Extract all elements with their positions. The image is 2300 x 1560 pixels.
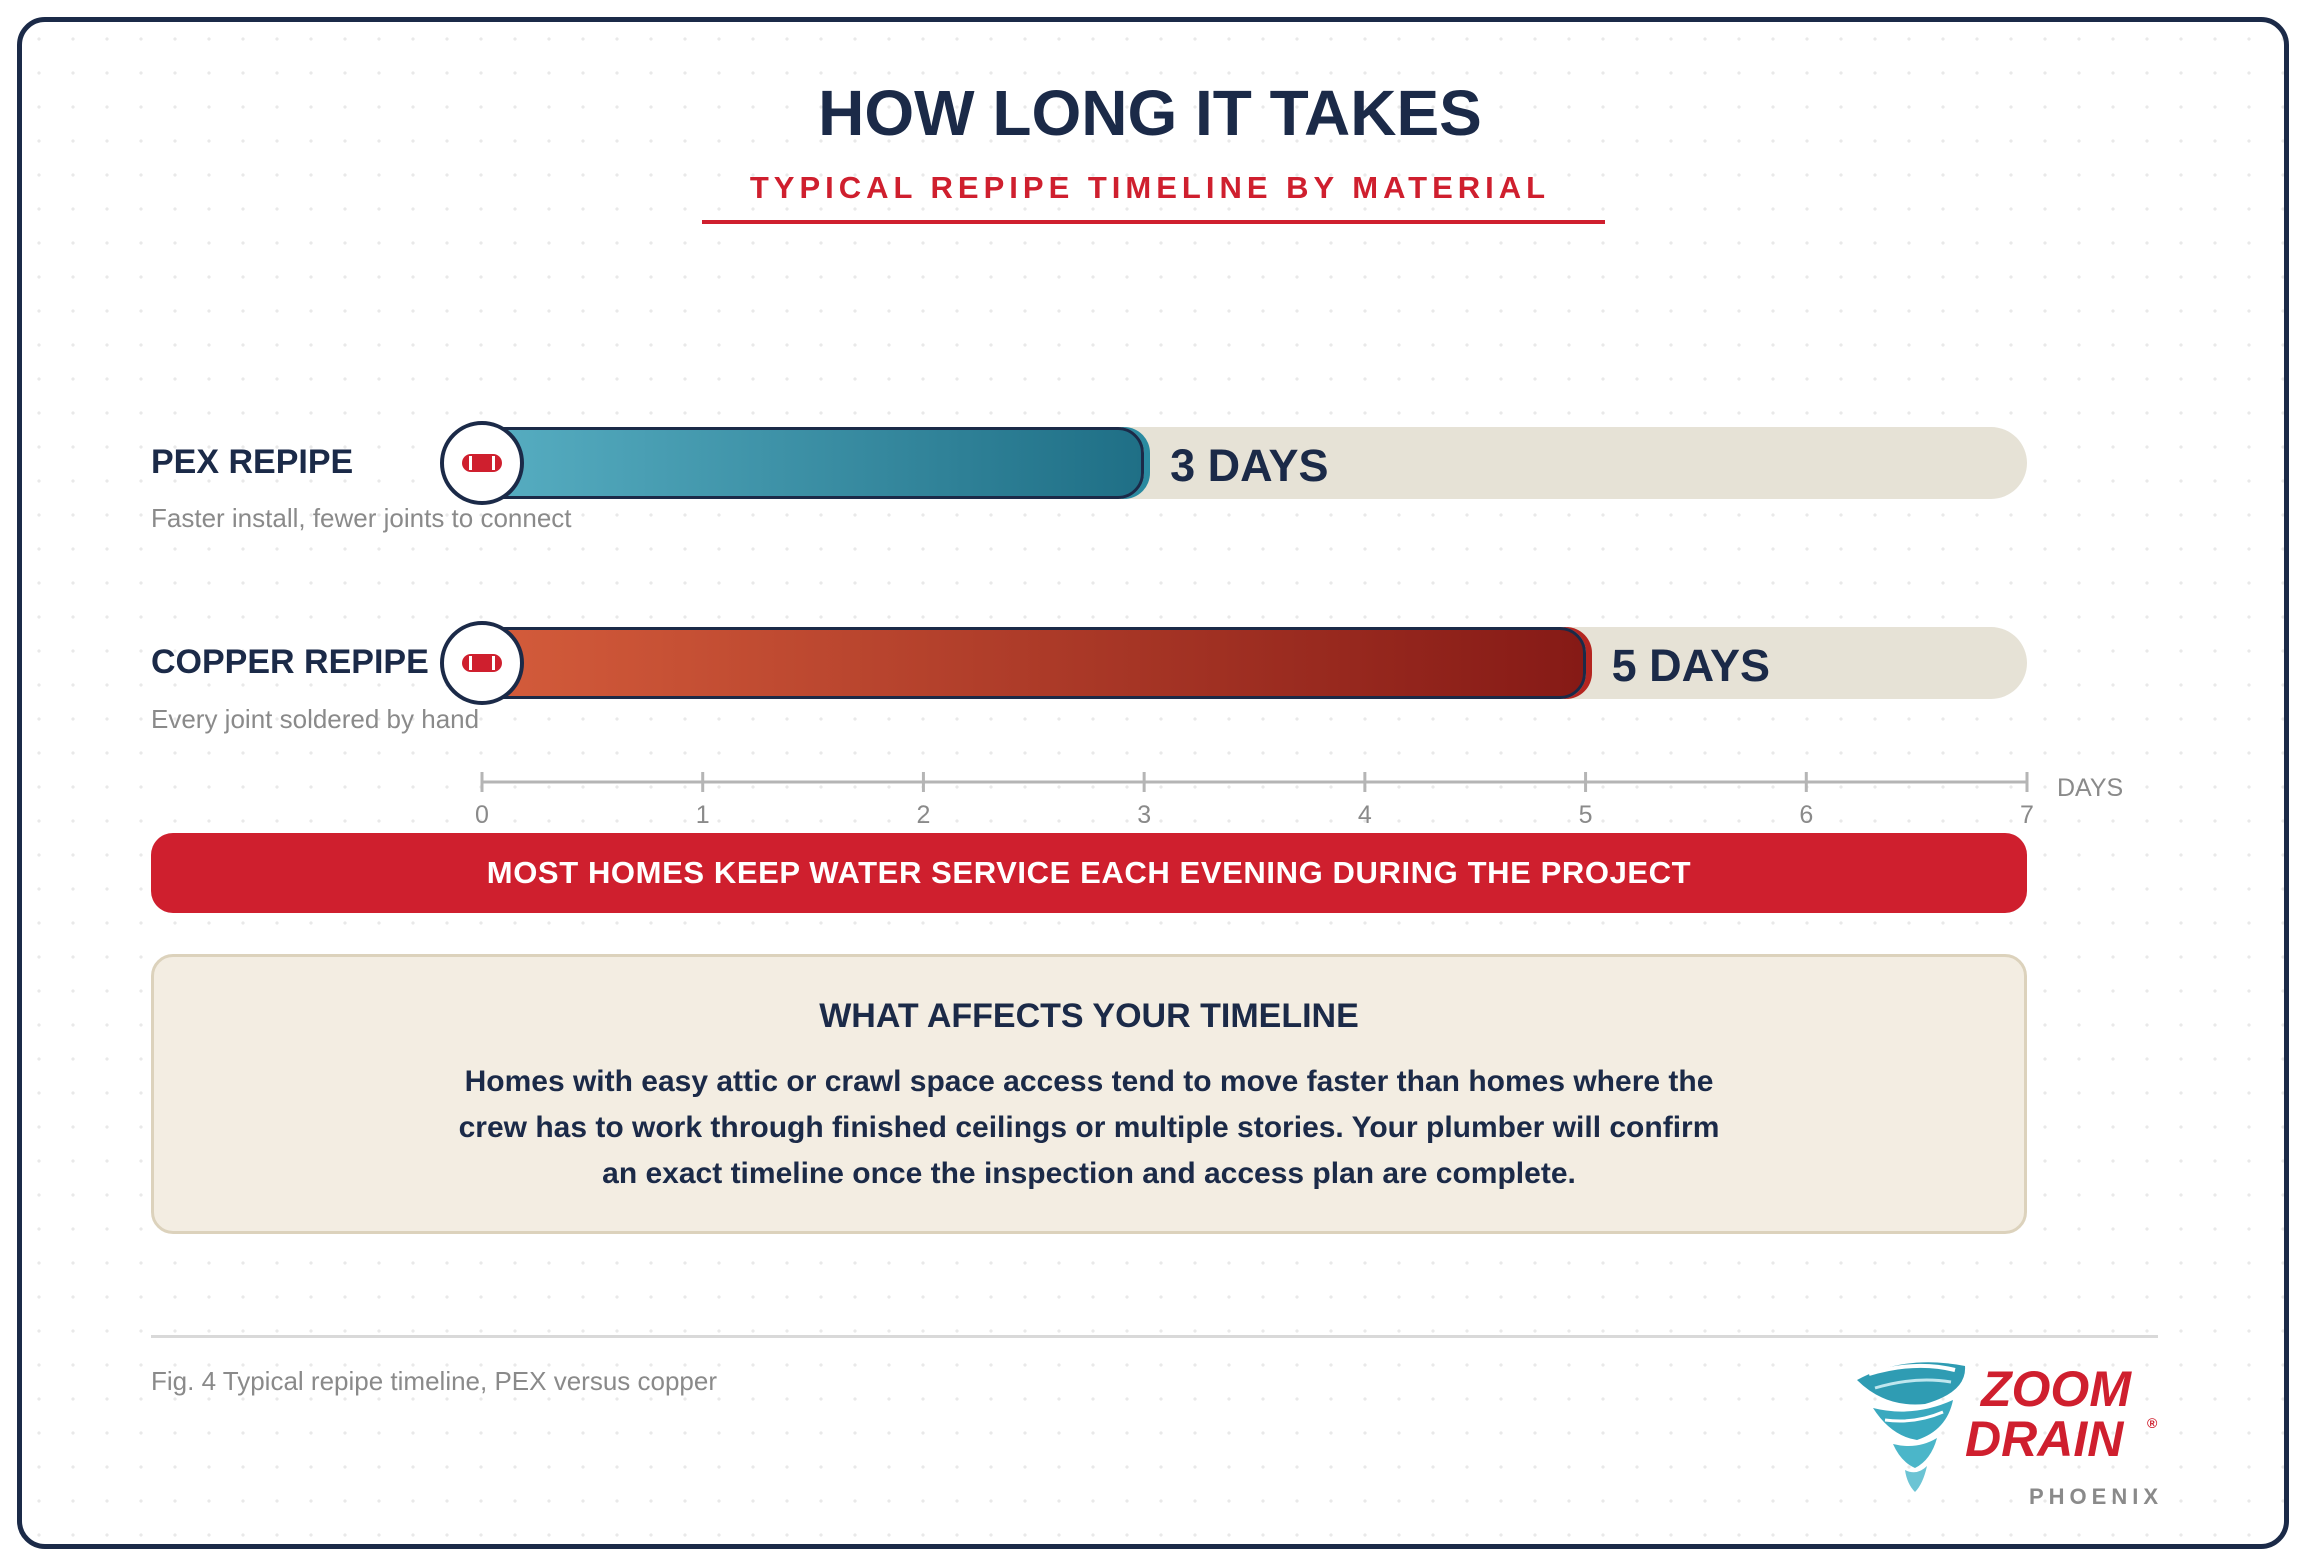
brand-location: PHOENIX	[2029, 1484, 2163, 1509]
pex-value-label: 3 DAYS	[1170, 440, 1329, 491]
axis-tick-label: 3	[1137, 801, 1151, 829]
axis-unit-label: DAYS	[2057, 774, 2123, 802]
tornado-icon	[1857, 1362, 1966, 1492]
axis-tick-label: 6	[1799, 801, 1813, 829]
info-body: Homes with easy attic or crawl space acc…	[458, 1065, 1720, 1190]
brand-logo: ZOOM DRAIN ® PHOENIX	[1857, 1361, 2163, 1509]
page-title: HOW LONG IT TAKES	[818, 77, 1482, 149]
copper-bar	[482, 627, 1586, 699]
axis-tick-label: 2	[916, 801, 930, 829]
pipe-icon	[462, 454, 502, 472]
days-axis: 0 1 2 3 4 5 6 7 DAYS	[475, 772, 2123, 829]
pex-row-note: Faster install, fewer joints to connect	[151, 503, 572, 533]
brand-line1: ZOOM	[1979, 1361, 2132, 1417]
footer-divider	[151, 1335, 2158, 1338]
axis-tick-label: 5	[1579, 801, 1593, 829]
copper-row-note: Every joint soldered by hand	[151, 704, 480, 734]
figure-caption: Fig. 4 Typical repipe timeline, PEX vers…	[151, 1366, 718, 1396]
pex-pipe-badge	[440, 421, 524, 505]
info-title: WHAT AFFECTS YOUR TIMELINE	[819, 997, 1359, 1035]
axis-tick-label: 4	[1358, 801, 1372, 829]
copper-value-label: 5 DAYS	[1611, 640, 1770, 691]
title-underline	[702, 220, 1605, 224]
info-panel: WHAT AFFECTS YOUR TIMELINE Homes with ea…	[151, 954, 2027, 1234]
copper-row-label: COPPER REPIPE	[151, 643, 429, 681]
copper-pipe-badge	[440, 621, 524, 705]
page-subtitle: TYPICAL REPIPE TIMELINE BY MATERIAL	[749, 170, 1551, 205]
axis-tick-label: 0	[475, 801, 489, 829]
service-banner: MOST HOMES KEEP WATER SERVICE EACH EVENI…	[151, 833, 2027, 913]
axis-tick-label: 7	[2020, 801, 2034, 829]
pex-row-label: PEX REPIPE	[151, 443, 354, 481]
axis-tick-label: 1	[696, 801, 710, 829]
pex-bar	[482, 427, 1145, 499]
pipe-icon	[462, 654, 502, 672]
brand-mark: ®	[2147, 1415, 2158, 1431]
brand-line2: DRAIN	[1965, 1411, 2124, 1467]
